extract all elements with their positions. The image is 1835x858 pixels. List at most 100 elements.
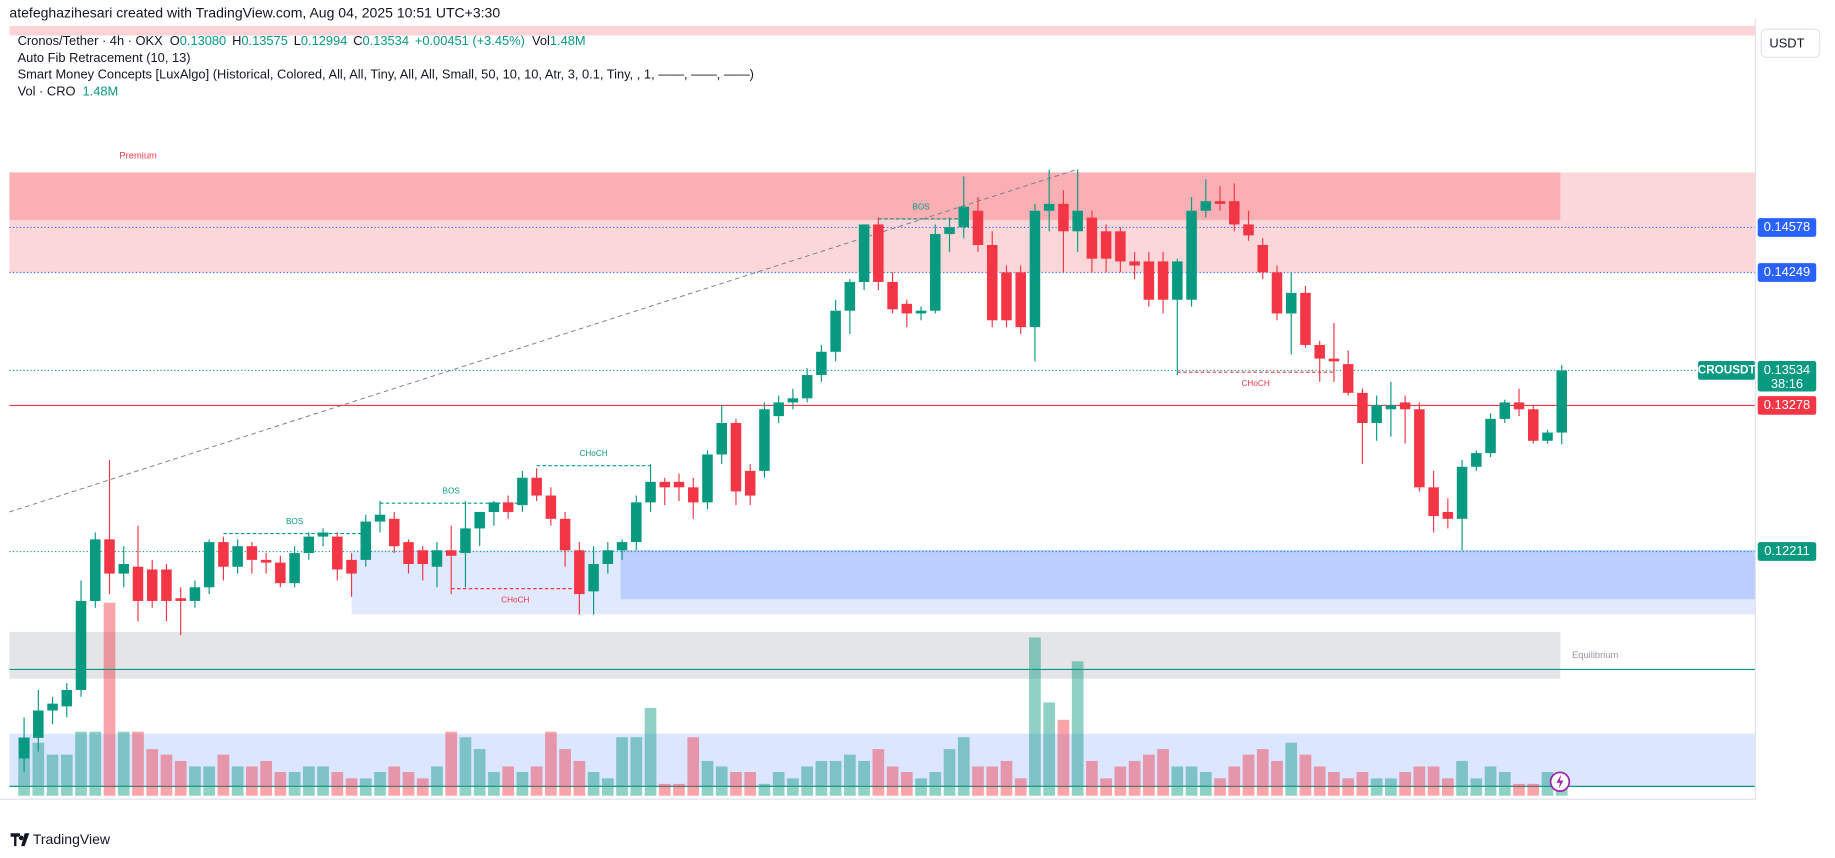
candle-body [275,562,286,584]
candle-body [332,536,343,570]
volume-bar [701,760,714,796]
candle-body [1556,370,1568,433]
ohlc-key: O [170,34,180,49]
price-label-box [1757,218,1817,237]
candle-body [460,528,471,554]
volume-bar [1470,778,1483,796]
volume-bar [900,772,913,796]
candle-body [545,495,557,519]
candle-body [659,481,671,488]
volume-bar [103,602,116,796]
volume-bar [1043,702,1056,796]
volume-bar [1399,772,1411,796]
volume-bar [217,754,230,796]
logo[interactable]: TradingView [33,831,111,847]
volume-bar [545,731,557,796]
candle-body [1513,402,1525,410]
candle-body [1157,261,1169,300]
volume-bar [1228,766,1241,796]
volume-bar [231,766,244,796]
volume-bar [1328,772,1340,796]
candle-body [1015,272,1026,328]
candle-body [830,310,841,352]
candle-body [1072,210,1083,232]
candle-body [616,542,628,551]
change: +0.00451 (+3.45%) [415,34,525,49]
candle-body [1200,201,1212,211]
candle-body [901,303,913,314]
candle-body [1357,392,1368,423]
candle-body [1499,402,1511,419]
candle-body [161,569,172,601]
candle-body [61,689,73,707]
candle-body [1342,364,1354,393]
volume-bar [160,754,173,796]
candle-body [958,206,970,228]
symbol-label: CROUSDT [1698,363,1757,376]
volume-bar [573,760,586,796]
candle-body [175,598,186,601]
volume-bar [1484,766,1497,796]
volume-bar [431,766,443,796]
volume-bar [1441,778,1454,796]
volume-bar [374,772,386,796]
candle-body [972,210,984,245]
volume-bar [687,737,700,796]
zone-label: Premium [119,151,157,161]
ohlc-value: 0.12994 [301,34,347,49]
currency[interactable]: USDT [1769,35,1804,50]
volume-bar [1199,772,1212,796]
structure-label: CHoCH [501,595,529,604]
candle-body [146,569,158,601]
volume-bar [516,772,529,796]
structure-label: CHoCH [1242,379,1270,388]
candle-body [260,559,272,563]
price-label: 0.13278 [1764,397,1810,412]
candle-body [1428,487,1439,517]
ohlc-key: L [294,34,301,49]
candle-body [816,351,827,376]
ohlc-value: 0.13080 [180,34,226,49]
candle-body [1257,244,1269,273]
price-label-box [1757,396,1817,415]
price-label: 0.14578 [1764,219,1810,234]
candle-body [1371,405,1382,423]
candle-body [232,546,243,567]
candle-body [1471,453,1482,467]
volume-bar [943,749,956,796]
candle-body [1456,466,1468,519]
indicator[interactable]: Auto Fib Retracement (10, 13) [18,50,191,65]
price-label: 0.14249 [1764,264,1810,279]
candle-body [1129,261,1140,266]
symbol: Cronos/Tether · 4h · OKX [18,34,164,49]
volume-bar [1029,637,1041,796]
volume-bar [1385,778,1397,796]
volume-bar [630,737,643,796]
candle-body [844,281,856,311]
candle-body [716,422,727,455]
indicator[interactable]: Smart Money Concepts [LuxAlgo] (Historic… [18,66,754,81]
attribution: atefeghazihesari created with TradingVie… [9,5,500,21]
zone [9,631,1561,679]
volume-bar [1456,760,1468,796]
candle-body [986,244,998,321]
candle-body [887,281,898,310]
volume-bar [929,772,942,796]
volume-bar [730,772,742,796]
volume-bar [1128,760,1141,796]
volume-bar [46,754,59,796]
candle-body [773,402,784,417]
candle-body [1314,344,1325,359]
volume-indicator[interactable]: Vol · CRO 1.48M [18,84,119,99]
ohlc-value: 0.13575 [241,34,287,49]
candle-body [374,514,386,522]
volume-bar [1285,742,1298,796]
candle-body [1115,231,1126,262]
ohlc-key: H [232,34,241,49]
volume-bar [1142,754,1155,796]
volume-bar [658,783,671,796]
volume-bar [1071,661,1084,796]
candle-body [588,563,599,592]
currency-box[interactable] [1760,28,1821,58]
candle-body [1172,261,1183,300]
